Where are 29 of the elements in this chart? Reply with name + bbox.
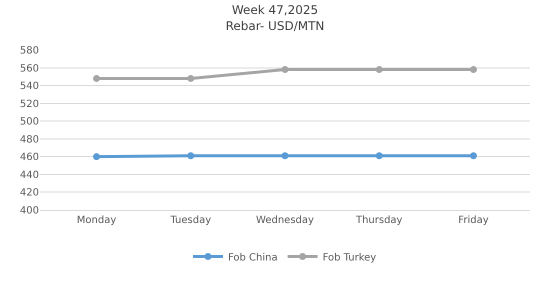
y-tick-label: 520 [20, 98, 39, 110]
point [376, 66, 383, 74]
y-tick-label: 540 [20, 81, 39, 92]
x-tick-label: Tuesday [169, 215, 212, 226]
legend-label: Fob China [228, 252, 278, 264]
y-tick-label: 580 [20, 46, 39, 56]
point [470, 66, 477, 74]
y-tick-label: 560 [20, 63, 39, 74]
point [470, 152, 477, 160]
point [282, 66, 288, 74]
point [93, 74, 100, 82]
y-tick-label: 500 [20, 116, 39, 128]
x-tick-label: Wednesday [256, 215, 314, 226]
x-tick-label: Monday [76, 215, 116, 226]
y-tick-label: 480 [20, 134, 39, 146]
x-tick-label: Thursday [354, 215, 403, 226]
point [187, 152, 194, 160]
x-tick-label: Friday [458, 215, 489, 226]
y-tick-label: 400 [20, 206, 39, 216]
chart-title: Week 47,2025 [232, 3, 318, 18]
y-tick-label: 460 [20, 152, 39, 164]
point [376, 152, 383, 160]
y-tick-label: 420 [20, 188, 39, 199]
y-tick-label: 440 [20, 170, 39, 181]
point [187, 74, 194, 82]
legend-label: Fob Turkey [322, 252, 376, 264]
point [93, 153, 100, 160]
chart-subtitle: Rebar- USD/MTN [226, 18, 324, 33]
point [282, 152, 288, 160]
